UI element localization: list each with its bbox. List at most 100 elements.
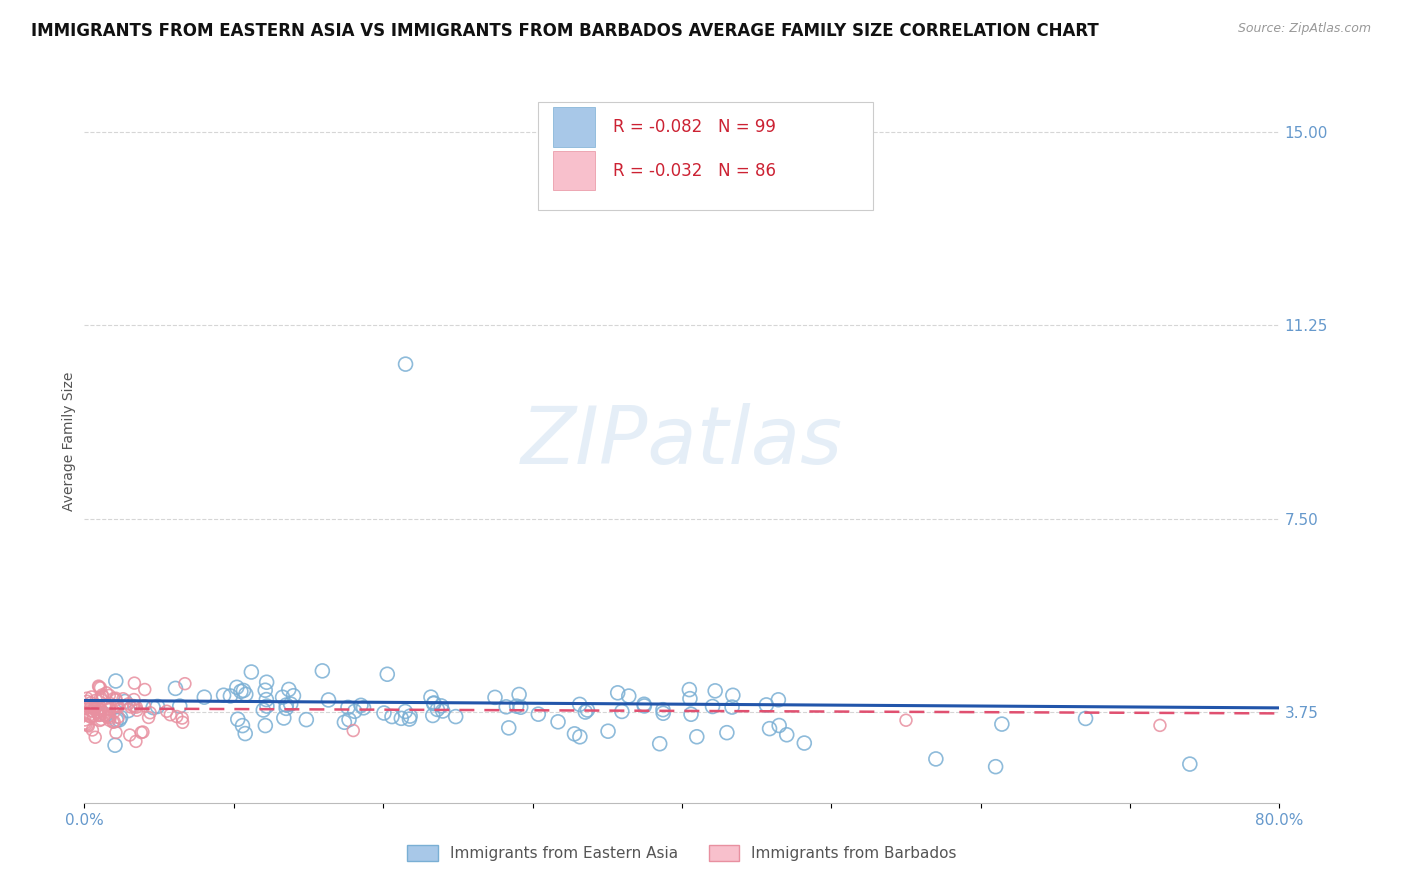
Point xyxy=(568,698,591,712)
Point xyxy=(336,700,359,714)
Point xyxy=(156,704,179,718)
Point xyxy=(342,723,364,738)
Point xyxy=(423,696,446,710)
Point xyxy=(114,694,136,708)
Point xyxy=(89,714,111,728)
Point xyxy=(373,706,395,720)
Point xyxy=(311,664,333,678)
Point xyxy=(776,728,799,742)
Point xyxy=(984,760,1007,774)
Point xyxy=(125,734,148,748)
Point xyxy=(83,702,105,716)
Point xyxy=(894,713,917,727)
Point xyxy=(273,711,295,725)
Point xyxy=(89,705,111,719)
Point xyxy=(138,710,160,724)
Point xyxy=(596,724,619,739)
Point xyxy=(276,701,298,715)
Point xyxy=(76,694,98,708)
Point xyxy=(422,697,444,711)
Point xyxy=(716,725,738,739)
Point xyxy=(98,703,121,717)
Point xyxy=(117,697,139,711)
Point xyxy=(280,697,302,711)
Text: R = -0.032   N = 86: R = -0.032 N = 86 xyxy=(613,161,776,179)
Point xyxy=(77,709,100,723)
Point xyxy=(105,714,128,728)
Point xyxy=(679,707,702,722)
Point xyxy=(79,710,101,724)
Point xyxy=(256,675,278,690)
Point xyxy=(704,683,727,698)
Point xyxy=(94,708,117,723)
Point xyxy=(648,737,671,751)
Point xyxy=(84,731,107,745)
Point xyxy=(104,691,127,706)
Point xyxy=(254,718,277,732)
Point xyxy=(721,688,744,702)
Point xyxy=(103,705,125,719)
Point xyxy=(430,698,453,713)
Point xyxy=(172,711,194,725)
Point xyxy=(107,699,129,714)
Point xyxy=(105,693,128,707)
Point xyxy=(91,688,114,702)
Point xyxy=(118,728,141,742)
Point xyxy=(295,713,318,727)
Point xyxy=(343,704,366,718)
Point xyxy=(124,676,146,690)
Point xyxy=(76,691,98,706)
Point xyxy=(193,690,215,705)
Point xyxy=(76,718,98,732)
FancyBboxPatch shape xyxy=(538,102,873,211)
Point xyxy=(991,717,1014,731)
Point xyxy=(547,714,569,729)
Point xyxy=(256,699,278,714)
Point xyxy=(252,703,274,717)
Point xyxy=(768,693,790,707)
Point xyxy=(82,709,104,723)
Point xyxy=(235,687,257,701)
Y-axis label: Average Family Size: Average Family Size xyxy=(62,372,76,511)
Point xyxy=(337,713,360,727)
Point xyxy=(793,736,815,750)
Point xyxy=(90,690,112,705)
Point xyxy=(101,715,124,730)
Point xyxy=(91,690,114,704)
Point xyxy=(226,712,249,726)
Point xyxy=(84,701,107,715)
Point xyxy=(122,698,145,713)
Point xyxy=(122,699,145,714)
Point xyxy=(80,690,103,704)
Point xyxy=(84,693,107,707)
Point xyxy=(508,688,530,702)
Point xyxy=(89,681,111,695)
Point xyxy=(231,718,253,732)
Text: ZIPatlas: ZIPatlas xyxy=(520,402,844,481)
Point xyxy=(652,706,675,721)
Point xyxy=(112,691,135,706)
Point xyxy=(146,699,169,714)
FancyBboxPatch shape xyxy=(553,107,595,147)
Point xyxy=(103,714,125,729)
Point xyxy=(254,683,277,698)
Point xyxy=(1149,718,1171,732)
Point xyxy=(686,730,709,744)
Point xyxy=(86,706,108,720)
Point xyxy=(172,715,194,730)
Point xyxy=(758,722,780,736)
Point xyxy=(103,691,125,706)
Point xyxy=(606,686,628,700)
Point xyxy=(73,713,96,727)
Point xyxy=(89,707,111,722)
Point xyxy=(93,706,115,720)
Point xyxy=(576,703,599,717)
Point xyxy=(232,683,254,698)
Point xyxy=(117,704,139,718)
Point xyxy=(229,684,252,698)
Point xyxy=(90,703,112,717)
Point xyxy=(90,693,112,707)
Point xyxy=(394,705,416,719)
Point xyxy=(394,357,416,371)
Point xyxy=(271,690,294,705)
